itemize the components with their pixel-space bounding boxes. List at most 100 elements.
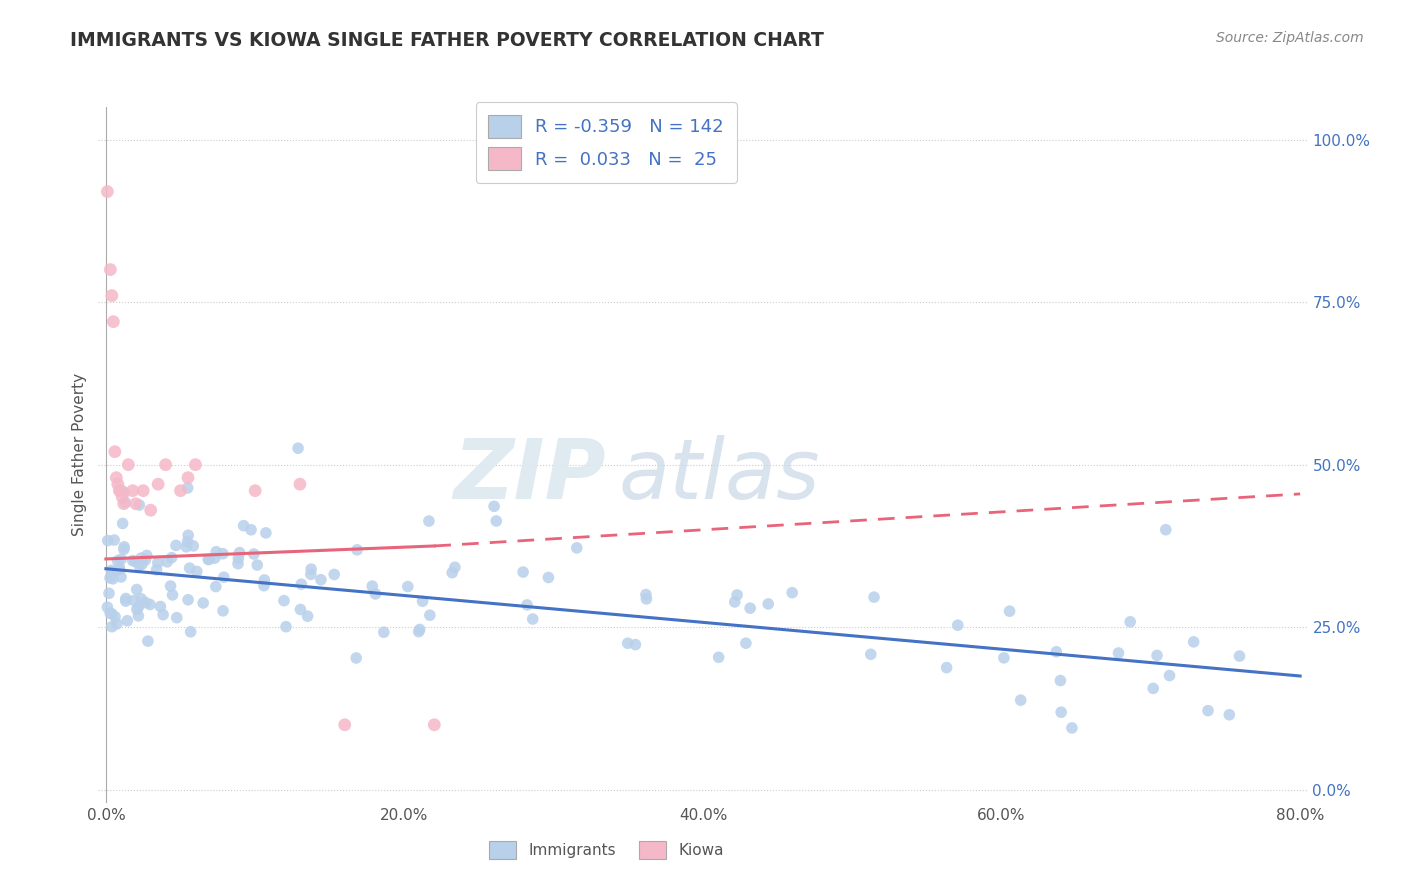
Point xyxy=(125,497,148,511)
Point xyxy=(226,557,249,571)
Point xyxy=(253,579,276,593)
Point xyxy=(184,458,207,472)
Point xyxy=(110,570,132,584)
Point xyxy=(127,600,149,615)
Point xyxy=(1142,681,1164,696)
Point xyxy=(441,566,464,580)
Point xyxy=(725,588,748,602)
Point xyxy=(756,597,779,611)
Point xyxy=(373,625,395,640)
Point xyxy=(98,606,121,620)
Point xyxy=(1060,721,1083,735)
Point xyxy=(1010,693,1032,707)
Point xyxy=(166,610,188,624)
Point xyxy=(408,623,430,637)
Point xyxy=(290,602,312,616)
Point xyxy=(1049,673,1071,688)
Point xyxy=(128,558,150,573)
Point xyxy=(1218,707,1240,722)
Point xyxy=(364,587,387,601)
Point xyxy=(228,545,250,559)
Point xyxy=(240,523,263,537)
Text: IMMIGRANTS VS KIOWA SINGLE FATHER POVERTY CORRELATION CHART: IMMIGRANTS VS KIOWA SINGLE FATHER POVERT… xyxy=(70,31,824,50)
Point xyxy=(104,609,127,624)
Point xyxy=(135,596,157,610)
Point xyxy=(101,572,124,586)
Point xyxy=(101,288,124,302)
Point xyxy=(131,558,153,572)
Point xyxy=(160,550,183,565)
Point xyxy=(112,485,135,500)
Point xyxy=(273,593,295,607)
Point xyxy=(155,458,177,472)
Point xyxy=(1050,705,1073,719)
Point xyxy=(634,588,657,602)
Point xyxy=(993,651,1015,665)
Point xyxy=(243,483,266,498)
Point xyxy=(146,556,169,570)
Point xyxy=(707,650,730,665)
Point xyxy=(105,471,128,485)
Point xyxy=(162,588,184,602)
Point xyxy=(127,608,149,623)
Point xyxy=(156,555,179,569)
Point xyxy=(114,495,136,509)
Point xyxy=(274,620,297,634)
Point xyxy=(100,564,122,578)
Point xyxy=(565,541,588,555)
Point xyxy=(177,592,200,607)
Point xyxy=(228,551,250,566)
Point xyxy=(180,624,202,639)
Point xyxy=(108,562,131,576)
Point xyxy=(333,718,356,732)
Point xyxy=(254,525,277,540)
Point xyxy=(724,595,747,609)
Point xyxy=(323,567,346,582)
Point xyxy=(105,616,128,631)
Point xyxy=(998,604,1021,618)
Point xyxy=(198,552,221,566)
Point xyxy=(290,577,312,591)
Point xyxy=(114,591,136,606)
Point xyxy=(297,609,319,624)
Point xyxy=(408,624,430,639)
Point xyxy=(935,660,957,674)
Text: atlas: atlas xyxy=(619,435,820,516)
Point xyxy=(1159,668,1181,682)
Point xyxy=(780,585,803,599)
Point xyxy=(863,590,886,604)
Point xyxy=(287,441,309,455)
Point xyxy=(177,528,200,542)
Point xyxy=(112,540,135,554)
Point xyxy=(103,533,125,547)
Point xyxy=(98,586,121,600)
Point xyxy=(299,562,322,576)
Point xyxy=(396,580,419,594)
Point xyxy=(344,651,367,665)
Point xyxy=(103,315,125,329)
Point xyxy=(309,573,332,587)
Point xyxy=(125,582,148,597)
Point xyxy=(111,516,134,531)
Point xyxy=(128,498,150,512)
Point xyxy=(146,477,169,491)
Point xyxy=(412,594,434,608)
Point xyxy=(98,571,121,585)
Point xyxy=(122,593,145,607)
Point xyxy=(1154,523,1177,537)
Point xyxy=(734,636,756,650)
Point xyxy=(859,648,882,662)
Point xyxy=(1108,646,1130,660)
Point xyxy=(946,618,969,632)
Legend: Immigrants, Kiowa: Immigrants, Kiowa xyxy=(482,835,730,864)
Point xyxy=(1229,649,1251,664)
Point xyxy=(129,551,152,566)
Point xyxy=(117,614,139,628)
Point xyxy=(110,483,132,498)
Point xyxy=(346,542,368,557)
Point xyxy=(101,620,124,634)
Point xyxy=(112,542,135,557)
Point xyxy=(108,560,131,574)
Point xyxy=(232,518,254,533)
Point xyxy=(121,554,143,568)
